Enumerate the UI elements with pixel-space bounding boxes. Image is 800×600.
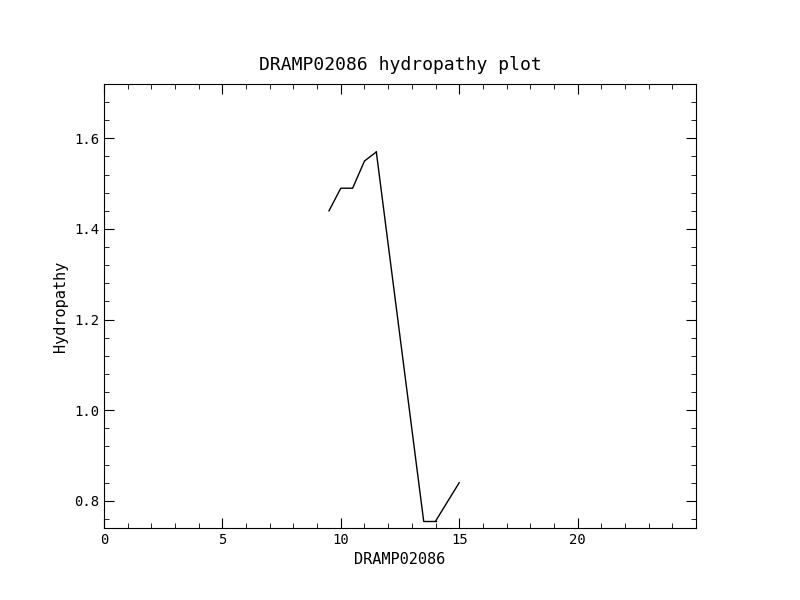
Y-axis label: Hydropathy: Hydropathy (54, 260, 69, 352)
X-axis label: DRAMP02086: DRAMP02086 (354, 553, 446, 568)
Title: DRAMP02086 hydropathy plot: DRAMP02086 hydropathy plot (258, 56, 542, 74)
